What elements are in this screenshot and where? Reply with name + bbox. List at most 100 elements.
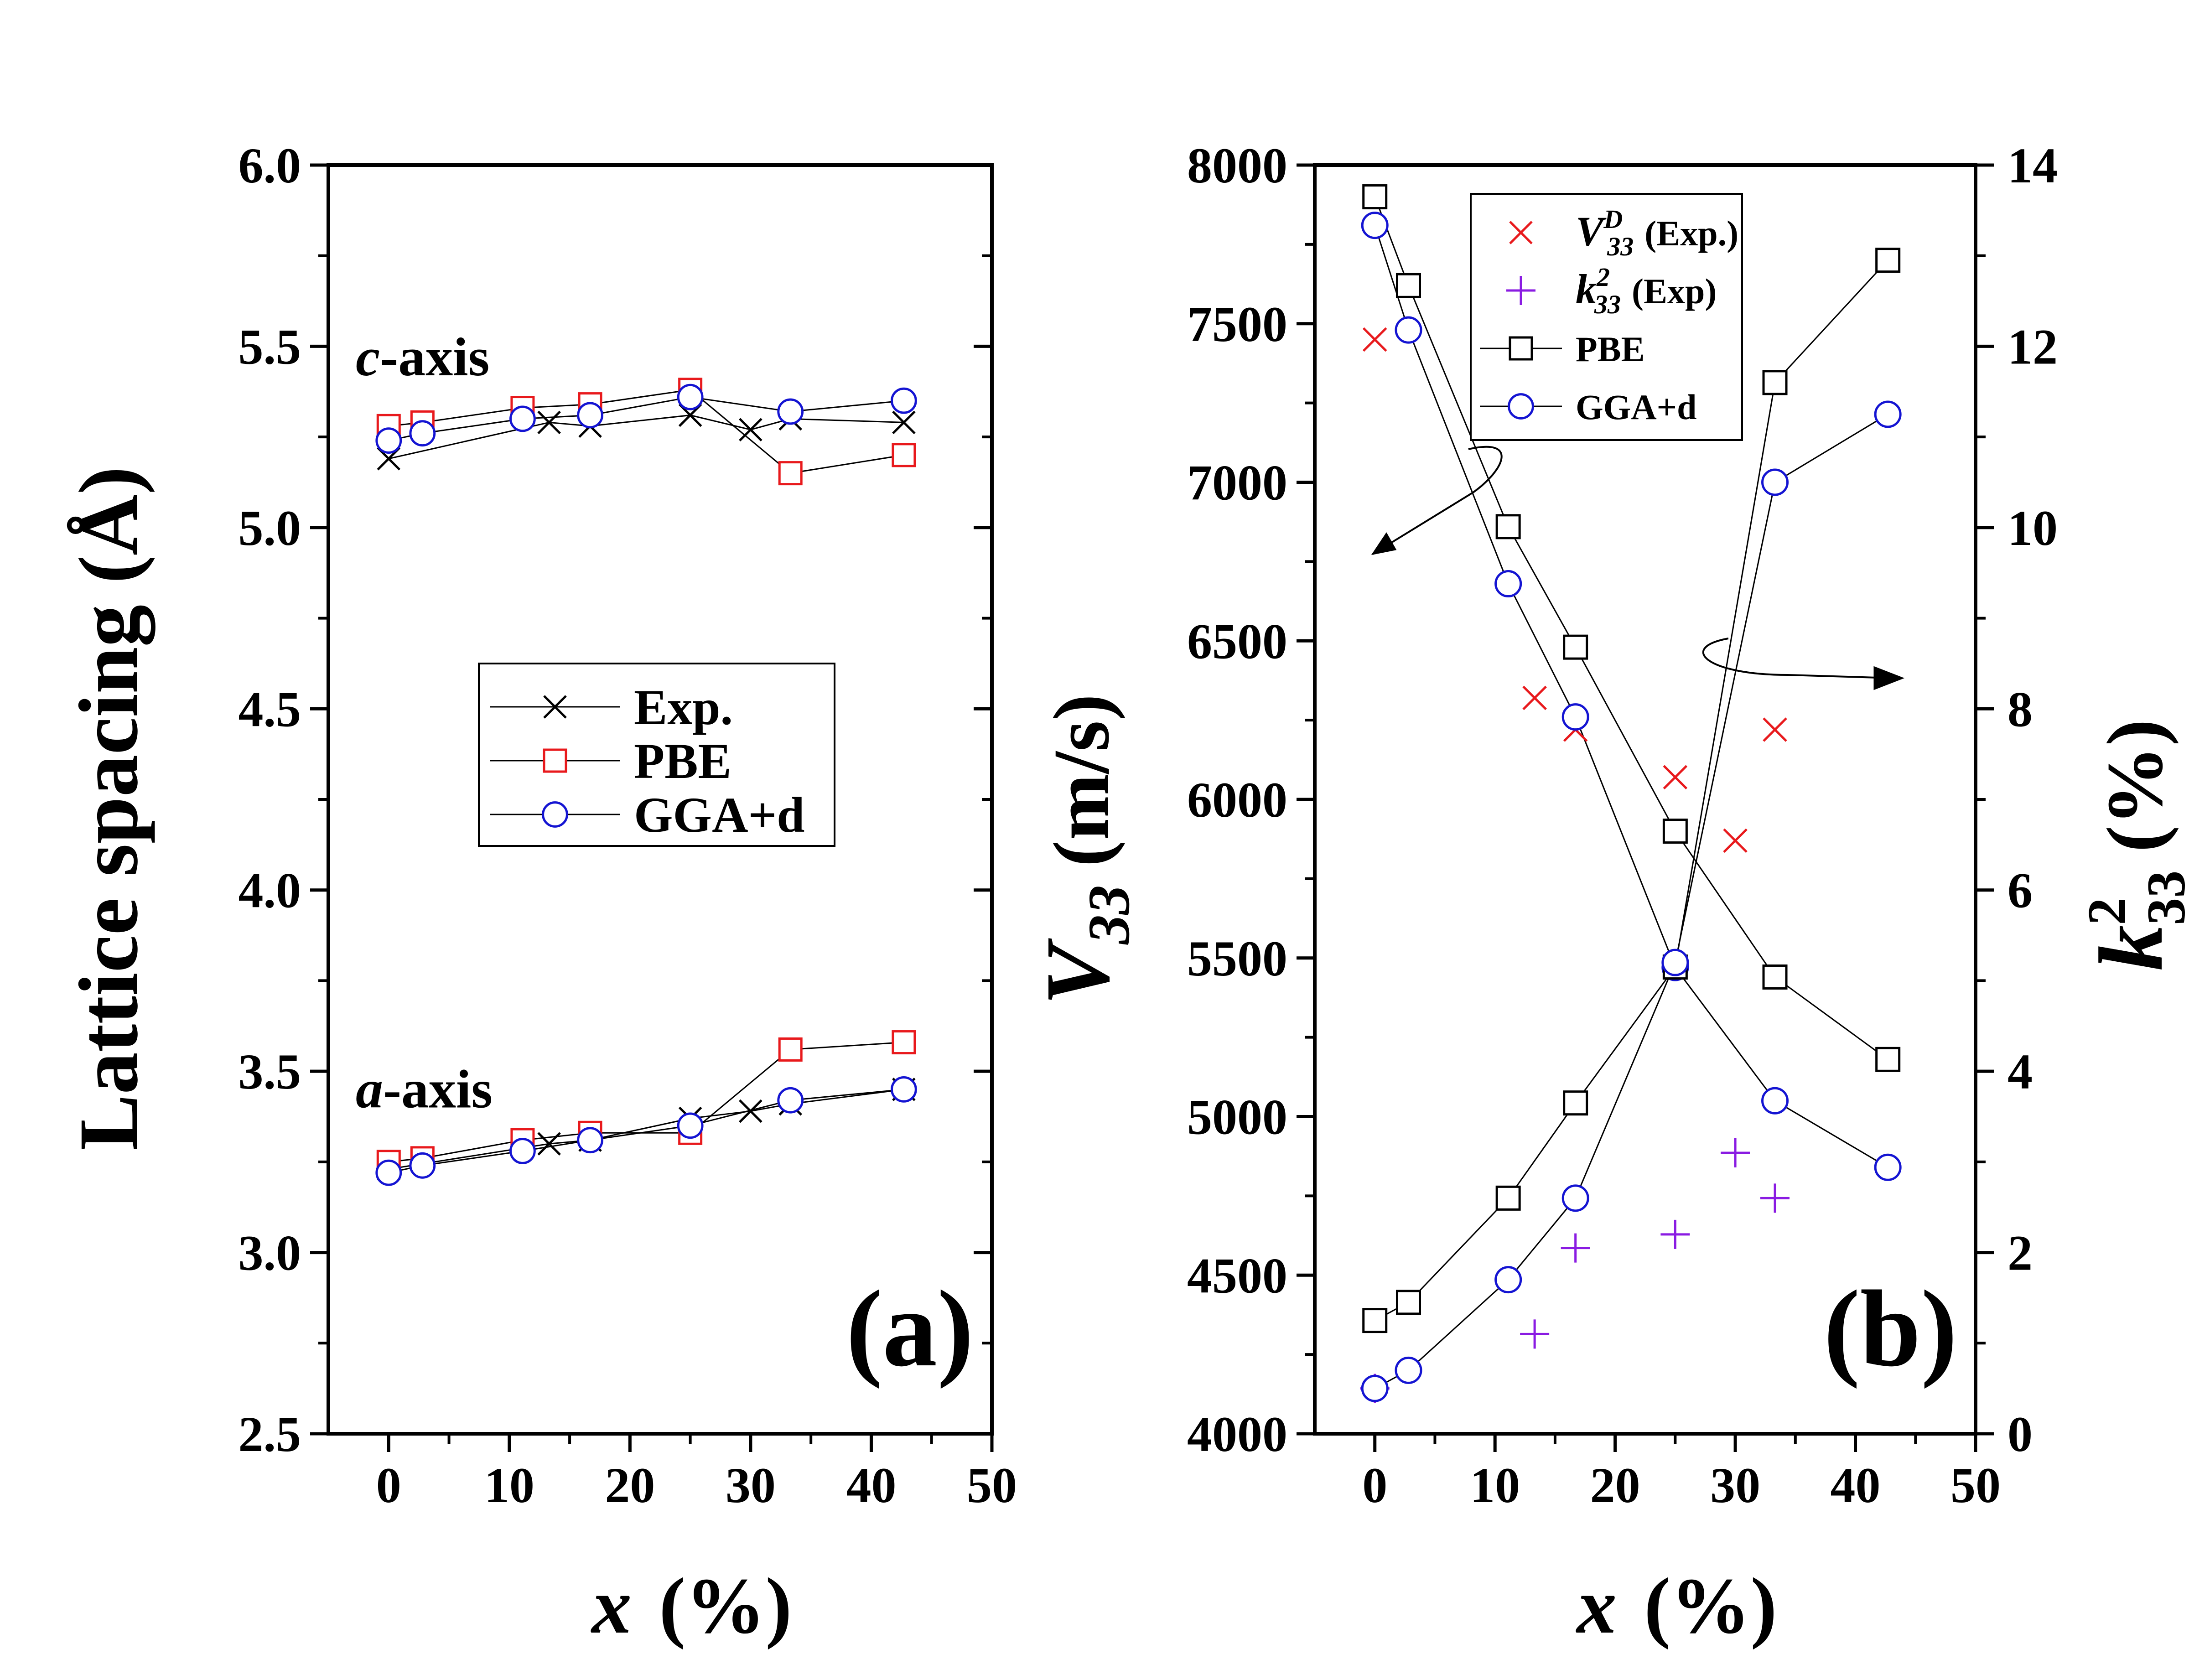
legend-label-b: PBE — [1576, 329, 1645, 369]
data-point-b — [1760, 1183, 1790, 1213]
data-point-b — [1561, 1184, 1589, 1212]
data-point-a — [509, 405, 536, 432]
data-point-a — [509, 1138, 536, 1164]
data-point-a — [577, 402, 603, 429]
y2-tick-label-b: 10 — [2007, 500, 2058, 556]
data-point-a — [677, 384, 704, 410]
data-point-a — [778, 1037, 803, 1062]
data-point-a — [409, 1152, 436, 1179]
legend-label-b: GGA+d — [1576, 387, 1697, 427]
data-point-b — [1362, 184, 1388, 210]
panel-label-a: (a) — [846, 1268, 974, 1389]
data-point-b — [1395, 273, 1421, 298]
data-point-b — [1522, 685, 1547, 710]
x-axis-label-b: x (%) — [1576, 1561, 1777, 1650]
panel-label-b: (b) — [1824, 1268, 1957, 1389]
y-tick-label-a: 6.0 — [239, 138, 301, 193]
data-point-b — [1875, 1047, 1901, 1072]
x-tick-label-b: 0 — [1362, 1457, 1387, 1513]
legend-label-b: VD 33 (Exp.) — [1576, 204, 1738, 261]
data-point-a — [739, 418, 763, 442]
y-tick-label-a: 2.5 — [239, 1406, 301, 1462]
data-point-b — [1561, 703, 1589, 731]
y2-tick-label-b: 12 — [2007, 319, 2058, 374]
y-tick-label-a: 5.5 — [239, 319, 301, 374]
data-point-b — [1763, 717, 1787, 742]
x-tick-label-b: 30 — [1710, 1457, 1760, 1513]
y2-axis-label-b: k233(%) — [2076, 719, 2189, 971]
data-point-b — [1661, 949, 1689, 976]
legend-label-a: PBE — [634, 733, 731, 789]
data-point-a — [375, 427, 402, 454]
data-point-a — [777, 1087, 804, 1114]
legend-label-b: k2 33 (Exp) — [1576, 262, 1717, 319]
x-tick-label-a: 10 — [484, 1457, 534, 1513]
legend-box-a — [478, 663, 835, 847]
data-point-a — [778, 461, 803, 486]
panel-b: 0 10 20 30 40 5040004500500055006000650070007… — [1027, 138, 2189, 1650]
data-point-b — [1663, 765, 1688, 790]
legend-marker-b — [1506, 276, 1535, 305]
data-point-b — [1662, 819, 1688, 844]
data-point-a — [677, 1112, 704, 1139]
legend-marker-a — [543, 748, 567, 773]
y-tick-label-b: 7000 — [1187, 455, 1287, 511]
data-point-a — [409, 420, 436, 447]
data-point-b — [1563, 1090, 1588, 1116]
data-point-a — [777, 398, 804, 425]
x-tick-label-b: 20 — [1590, 1457, 1640, 1513]
data-point-a — [537, 410, 561, 435]
data-point-b — [1520, 1319, 1550, 1349]
data-point-b — [1395, 1290, 1421, 1315]
data-point-b — [1761, 1087, 1789, 1115]
legend-marker-b — [1508, 393, 1534, 420]
y-tick-label-a: 4.0 — [239, 863, 301, 918]
legend-marker-b — [1509, 336, 1533, 361]
data-point-b — [1761, 468, 1789, 496]
x-axis-label-a: x (%) — [591, 1561, 792, 1650]
data-point-b — [1563, 634, 1588, 660]
y-tick-label-b: 4500 — [1187, 1248, 1287, 1303]
y-tick-label-b: 4000 — [1187, 1406, 1287, 1462]
y2-tick-label-b: 8 — [2007, 681, 2033, 737]
x-tick-label-b: 10 — [1470, 1457, 1520, 1513]
data-point-a — [892, 410, 916, 435]
y-axis-label-a: Lattice spacing (Å) — [62, 467, 156, 1151]
data-point-b — [1361, 1374, 1389, 1402]
data-point-a — [890, 1076, 917, 1103]
data-point-b — [1762, 370, 1788, 395]
y-tick-label-a: 3.5 — [239, 1044, 301, 1099]
data-point-b — [1875, 248, 1901, 273]
axis-annotation-a: a-axis — [356, 1059, 493, 1120]
x-tick-label-a: 0 — [376, 1457, 401, 1513]
legend-marker-b — [1509, 221, 1533, 244]
axis-annotation-a: c-axis — [356, 327, 489, 387]
y2-tick-label-b: 2 — [2007, 1225, 2033, 1281]
arrow-to-right-axis — [1702, 638, 1893, 679]
y2-tick-label-b: 6 — [2007, 863, 2033, 918]
arrow-head-right — [1873, 666, 1905, 690]
arrow-head-left — [1371, 532, 1397, 555]
y-tick-label-a: 4.5 — [239, 681, 301, 737]
y-tick-label-a: 3.0 — [239, 1225, 301, 1281]
x-tick-label-b: 40 — [1831, 1457, 1881, 1513]
data-point-b — [1395, 1356, 1422, 1384]
data-point-b — [1395, 316, 1422, 344]
data-point-a — [890, 387, 917, 414]
data-point-b — [1494, 1266, 1522, 1294]
data-point-b — [1362, 1308, 1388, 1333]
y-tick-label-a: 5.0 — [239, 500, 301, 556]
y2-tick-label-b: 4 — [2007, 1044, 2033, 1099]
data-point-b — [1494, 570, 1522, 598]
y-tick-label-b: 8000 — [1187, 138, 1287, 193]
data-point-a — [375, 1159, 402, 1186]
y-tick-label-b: 6500 — [1187, 613, 1287, 669]
legend-label-a: Exp. — [634, 679, 733, 735]
arrow-to-left-axis — [1372, 446, 1503, 555]
data-point-a — [739, 1099, 763, 1123]
y2-tick-label-b: 0 — [2007, 1406, 2033, 1462]
data-point-b — [1495, 514, 1521, 539]
data-point-a — [892, 1030, 916, 1055]
legend-label-a: GGA+d — [634, 787, 804, 843]
